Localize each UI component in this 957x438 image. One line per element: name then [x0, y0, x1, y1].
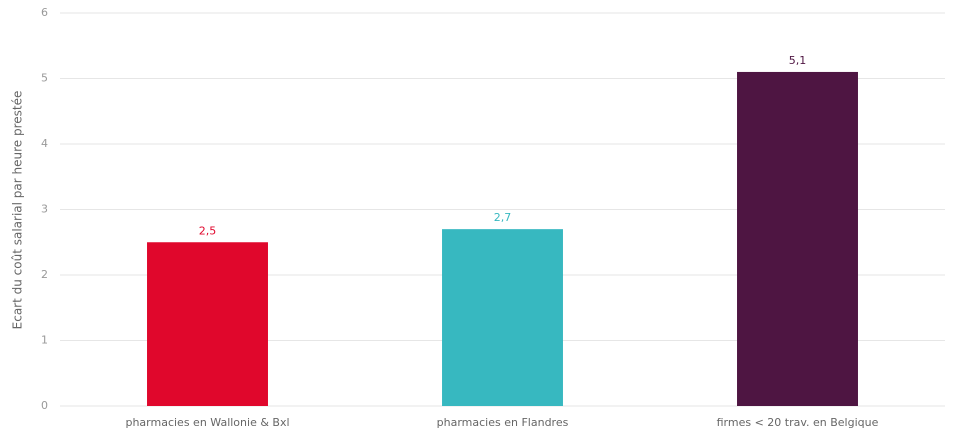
x-tick-label: pharmacies en Flandres — [437, 416, 569, 429]
value-label: 5,1 — [789, 54, 807, 67]
y-tick-label: 2 — [41, 268, 48, 281]
y-tick-label: 4 — [41, 137, 48, 150]
y-tick-label: 3 — [41, 203, 48, 216]
x-tick-label: firmes < 20 trav. en Belgique — [717, 416, 879, 429]
x-tick-label: pharmacies en Wallonie & Bxl — [125, 416, 289, 429]
y-tick-label: 6 — [41, 6, 48, 19]
y-tick-label: 1 — [41, 334, 48, 347]
value-label: 2,7 — [494, 211, 512, 224]
bar — [147, 242, 268, 406]
value-label: 2,5 — [199, 224, 217, 237]
bar — [442, 229, 563, 406]
y-tick-label: 5 — [41, 72, 48, 85]
y-tick-label: 0 — [41, 399, 48, 412]
y-axis-label: Ecart du coût salarial par heure prestée — [11, 91, 25, 330]
bar — [737, 71, 858, 406]
